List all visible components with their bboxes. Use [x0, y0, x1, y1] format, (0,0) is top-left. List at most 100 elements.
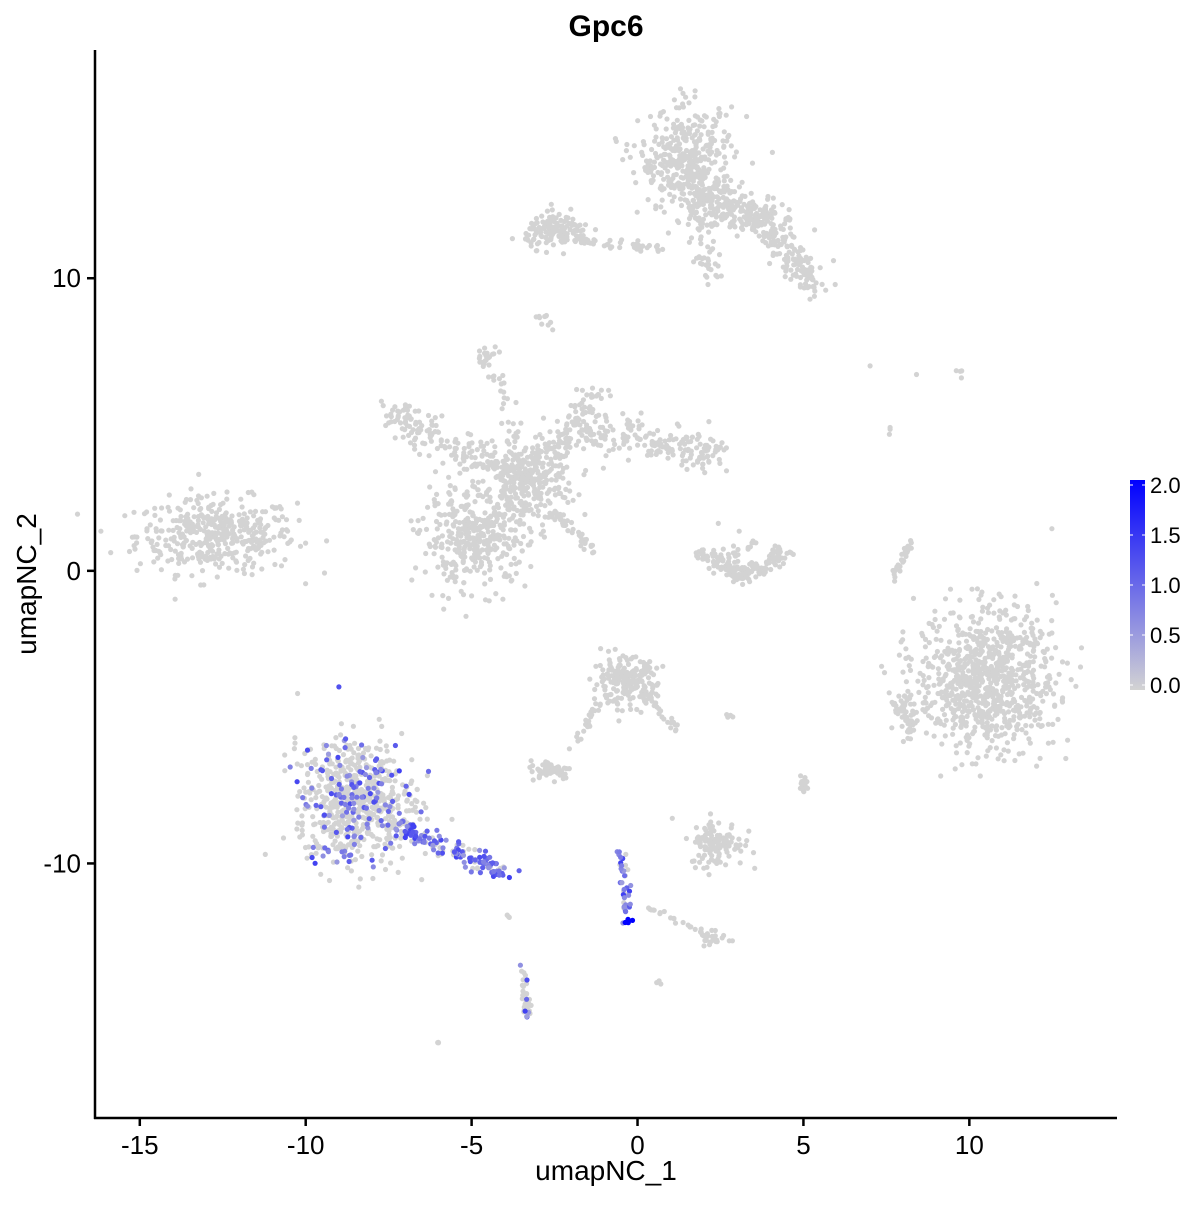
cell-point [673, 158, 679, 165]
cell-point [746, 569, 752, 575]
cell-point [1068, 677, 1074, 683]
cell-point [501, 470, 507, 476]
cell-point [544, 477, 550, 483]
cell-point [580, 397, 587, 403]
cell-point [943, 671, 949, 678]
cell-point [980, 659, 986, 665]
cell-point [958, 375, 965, 381]
cell-point [553, 477, 559, 483]
cell-point [808, 275, 814, 281]
cell-point [415, 518, 421, 524]
cell-point [462, 527, 468, 534]
cell-point [1018, 694, 1025, 701]
cell-point [199, 541, 205, 547]
cell-point [1043, 658, 1049, 664]
cell-point [970, 619, 977, 625]
cell-point [984, 701, 991, 707]
cell-point [653, 700, 659, 706]
cell-point [470, 513, 476, 519]
cell-point [763, 240, 769, 246]
cell-point [961, 698, 968, 704]
cell-point [665, 449, 671, 456]
cell-point [721, 183, 727, 190]
cell-point [718, 566, 724, 573]
cell-point [137, 561, 143, 567]
cell-point [740, 575, 746, 582]
cell-point [647, 113, 654, 120]
cell-point [529, 769, 535, 775]
cell-point [753, 204, 759, 210]
cell-point [292, 735, 298, 741]
cell-point [395, 802, 401, 808]
cell-point [566, 414, 572, 420]
cell-point [598, 387, 605, 393]
cell-point [768, 566, 774, 573]
cell-point [556, 470, 562, 477]
cell-point [704, 222, 710, 228]
cell-point [715, 263, 721, 269]
cell-point [509, 236, 515, 242]
cell-point [688, 168, 694, 174]
cell-point [640, 139, 647, 145]
cell-point [471, 554, 477, 560]
cell-point [786, 207, 792, 213]
cell-point [535, 468, 541, 474]
cell-point [729, 189, 735, 195]
cell-point [514, 495, 521, 501]
cell-point [975, 755, 981, 761]
cell-point [461, 445, 467, 452]
cell-point [745, 214, 751, 220]
cell-point [700, 933, 707, 939]
cell-point [511, 444, 518, 450]
cell-point [181, 541, 187, 547]
cell-point [472, 499, 478, 505]
cell-point [665, 719, 671, 725]
cell-point [989, 628, 995, 634]
cell-point [584, 422, 590, 428]
cell-point [598, 395, 604, 401]
cell-point [251, 513, 257, 519]
cell-point [178, 513, 184, 520]
cell-point [253, 529, 259, 535]
cell-point [700, 556, 706, 562]
cell-point [708, 267, 714, 273]
cell-point [507, 479, 513, 485]
cell-point [484, 465, 490, 471]
cell-point [896, 693, 902, 699]
cell-point [1024, 703, 1030, 709]
cell-point [953, 623, 960, 629]
cell-point [291, 746, 297, 752]
cell-point [660, 663, 666, 669]
cell-point [129, 534, 135, 540]
cell-point [159, 528, 165, 534]
cell-point [297, 789, 303, 795]
cell-point [674, 135, 680, 141]
cell-point [754, 563, 760, 569]
cell-point [788, 550, 794, 556]
cell-point [233, 549, 239, 555]
cell-point [964, 750, 970, 756]
cell-point [444, 438, 450, 444]
cell-point [303, 540, 309, 546]
cell-point [423, 526, 430, 533]
cell-point [788, 242, 795, 248]
cell-point [406, 432, 412, 438]
cell-point [641, 696, 647, 702]
cell-point [195, 493, 202, 499]
cell-point [903, 679, 910, 685]
cell-point [431, 497, 437, 503]
cell-point [203, 524, 209, 530]
cell-point [668, 432, 674, 439]
cell-point [789, 251, 795, 257]
cell-point [546, 763, 552, 769]
cell-point [710, 238, 717, 244]
cell-point [472, 847, 478, 853]
cell-point [191, 505, 197, 511]
cell-point [779, 202, 785, 208]
cell-point [1002, 715, 1008, 721]
cell-point [344, 821, 350, 827]
cell-point [561, 772, 567, 779]
cell-point [653, 134, 659, 140]
cell-point [432, 415, 438, 421]
cell-point [638, 709, 644, 715]
